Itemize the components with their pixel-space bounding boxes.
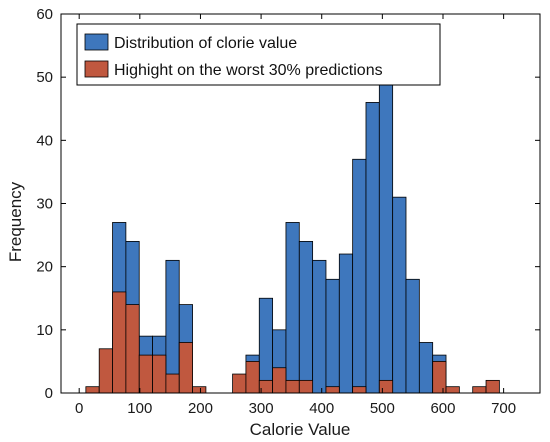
x-tick-label: 400 [309, 400, 334, 417]
x-axis-title: Calorie Value [250, 420, 351, 439]
worst-prediction-bar [472, 386, 487, 394]
plot-frame [60, 13, 541, 394]
x-tick-label: 0 [75, 400, 83, 417]
worst-prediction-bar [378, 379, 394, 394]
y-tick-label: 20 [36, 259, 53, 276]
worst-prediction-bar [138, 354, 153, 394]
distribution-bar [338, 253, 354, 394]
distribution-bar [405, 278, 420, 394]
y-tick-label: 50 [36, 69, 53, 86]
y-axis-title: Frequency [6, 181, 25, 262]
distribution-bar [392, 196, 407, 394]
worst-prediction-bar [125, 304, 140, 394]
y-tick-label: 10 [36, 322, 53, 339]
x-tick-label: 600 [430, 400, 455, 417]
legend-box [76, 23, 441, 86]
worst-prediction-bar [98, 348, 113, 394]
x-tick-label: 300 [249, 400, 274, 417]
worst-prediction-bar [298, 379, 314, 394]
legend-label-distribution: Distribution of clorie value [114, 35, 297, 52]
worst-prediction-bar [192, 386, 207, 394]
distribution-bar [418, 342, 434, 394]
worst-prediction-bar [232, 373, 247, 394]
worst-prediction-bar [445, 386, 460, 394]
worst-prediction-bar [272, 367, 287, 394]
worst-prediction-bar [485, 379, 500, 394]
worst-prediction-bar [432, 361, 447, 394]
worst-prediction-bar [352, 386, 367, 394]
x-tick-label: 200 [188, 400, 213, 417]
worst-prediction-bar [178, 342, 193, 394]
x-tick-label: 700 [491, 400, 516, 417]
y-tick-label: 60 [36, 6, 53, 23]
worst-prediction-bar [165, 373, 180, 394]
distribution-bar [312, 259, 327, 394]
worst-prediction-bar [152, 354, 167, 394]
worst-prediction-bar [285, 379, 300, 394]
distribution-bar [285, 222, 300, 394]
distribution-bar [352, 158, 367, 394]
y-tick-label: 0 [45, 385, 53, 402]
x-tick-label: 100 [127, 400, 152, 417]
legend-label-worst-predictions: Highight on the worst 30% predictions [114, 62, 383, 79]
x-tick-label: 500 [370, 400, 395, 417]
legend-swatch-worst-predictions [84, 60, 109, 78]
legend-swatch-distribution [84, 33, 109, 51]
y-tick-label: 40 [36, 132, 53, 149]
distribution-bar [258, 297, 274, 394]
distribution-bar [165, 259, 180, 394]
distribution-bar [365, 102, 380, 394]
legend: Distribution of clorie value Highight on… [76, 23, 441, 86]
worst-prediction-bar [112, 291, 127, 394]
distribution-bar [378, 76, 394, 394]
y-tick-label: 30 [36, 196, 53, 213]
distribution-bar [325, 278, 340, 394]
axis-ticks: 0 100 200 300 400 500 600 700 0 10 20 30 40 50 60 [36, 6, 540, 417]
distribution-bar [298, 240, 314, 394]
worst-prediction-bar [85, 386, 100, 394]
worst-prediction-bar [325, 386, 340, 394]
worst-prediction-bar [245, 361, 260, 394]
